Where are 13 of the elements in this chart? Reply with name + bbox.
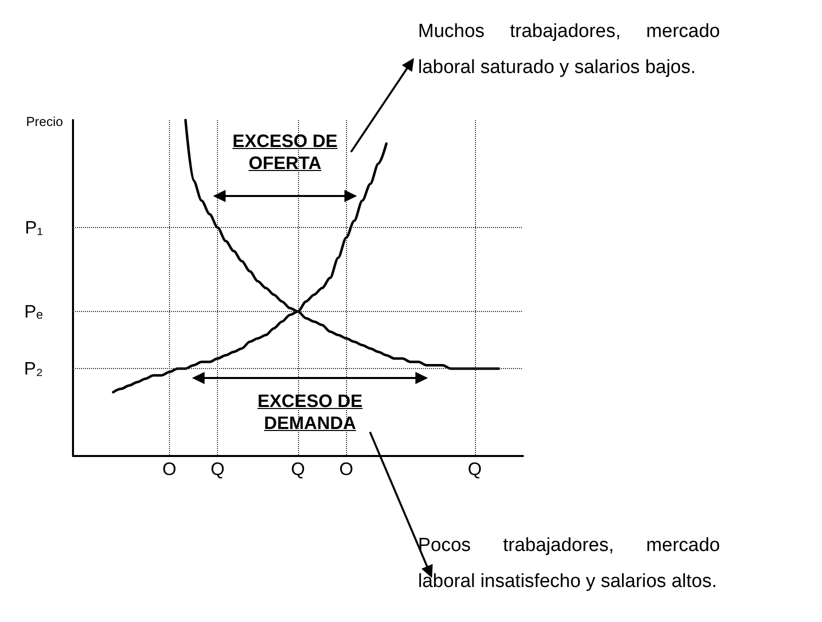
annotation: EXCESO DE DEMANDA <box>256 390 364 434</box>
ref-line-label: Pₑ <box>24 302 44 322</box>
annotation: EXCESO DE OFERTA <box>231 130 339 174</box>
ref-line-label: P₁ <box>24 218 43 238</box>
text: Muchos trabajadores, mercado laboral saturado y salarios bajos. <box>418 20 720 80</box>
x-tick-label: O <box>162 459 176 479</box>
x-tick-label: Q <box>210 459 225 479</box>
x-tick-label: Q <box>468 459 482 479</box>
x-tick-label: O <box>339 459 354 479</box>
text: Pocos trabajadores, mercado laboral insatisfecho y salarios altos. <box>418 534 720 594</box>
x-tick-label: Q <box>290 459 306 479</box>
y-axis-title: Precio <box>26 114 63 129</box>
ref-line-label: P₂ <box>24 358 44 379</box>
